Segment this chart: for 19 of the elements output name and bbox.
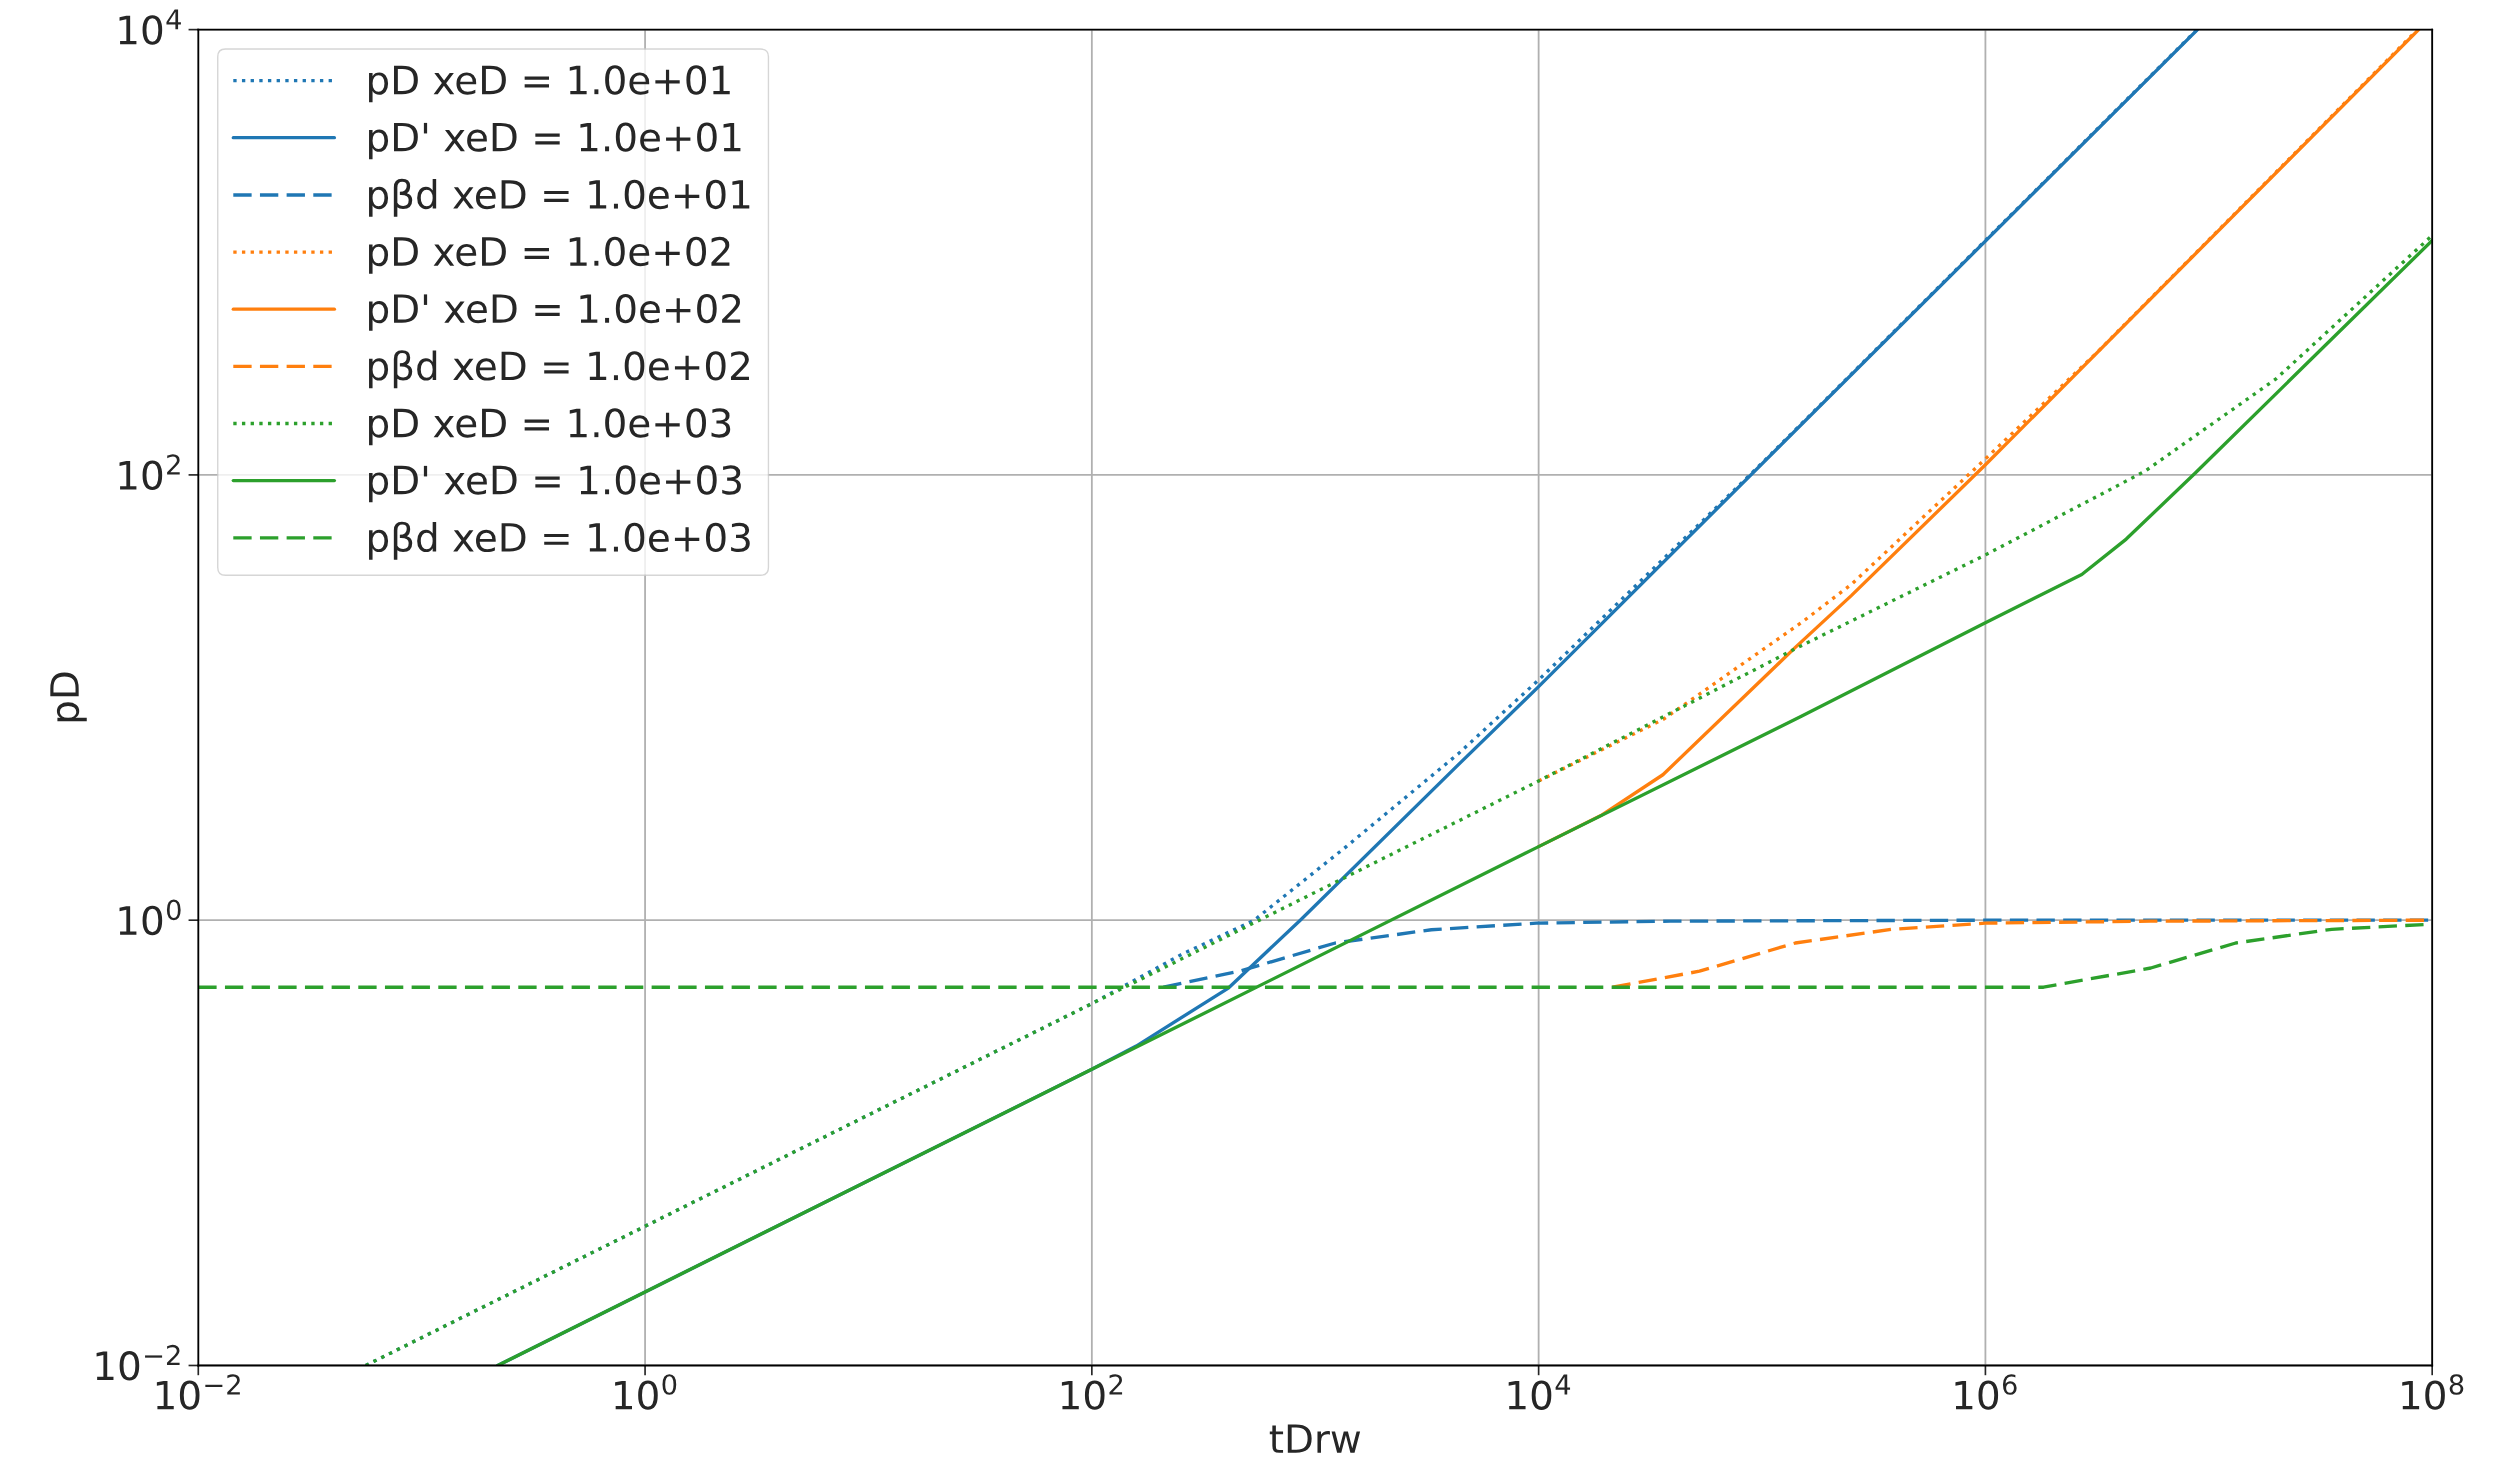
x-tick-label: 10$^{8}$ <box>2402 1374 2464 1410</box>
x-tick-label: 10$^{2}$ <box>1061 1374 1123 1410</box>
legend-label: pD' xeD = 1.0e+01 <box>369 122 741 160</box>
legend-label: pD xeD = 1.0e+02 <box>369 236 730 274</box>
x-tick-label: 10$^{0}$ <box>615 1374 677 1410</box>
y-tick-label: 10$^{0}$ <box>119 899 181 936</box>
x-tick-label: 10$^{6}$ <box>1955 1374 2017 1410</box>
legend-label: pβd xeD = 1.0e+01 <box>369 178 750 217</box>
y-tick-label: 10$^{2}$ <box>119 454 180 490</box>
x-axis-title: tDrw <box>1269 1424 1361 1453</box>
y-tick-label: 10$^{4}$ <box>119 9 181 45</box>
y-axis-title: pD <box>50 672 87 722</box>
legend-label: pD' xeD = 1.0e+02 <box>369 293 741 331</box>
legend-label: pβd xeD = 1.0e+02 <box>369 350 749 389</box>
legend-label: pβd xeD = 1.0e+03 <box>369 521 750 560</box>
legend-label: pD' xeD = 1.0e+03 <box>369 465 741 503</box>
legend-label: pD xeD = 1.0e+01 <box>369 65 730 103</box>
legend-label: pD xeD = 1.0e+03 <box>369 408 731 446</box>
x-tick-label: 10$^{4}$ <box>1508 1374 1571 1410</box>
